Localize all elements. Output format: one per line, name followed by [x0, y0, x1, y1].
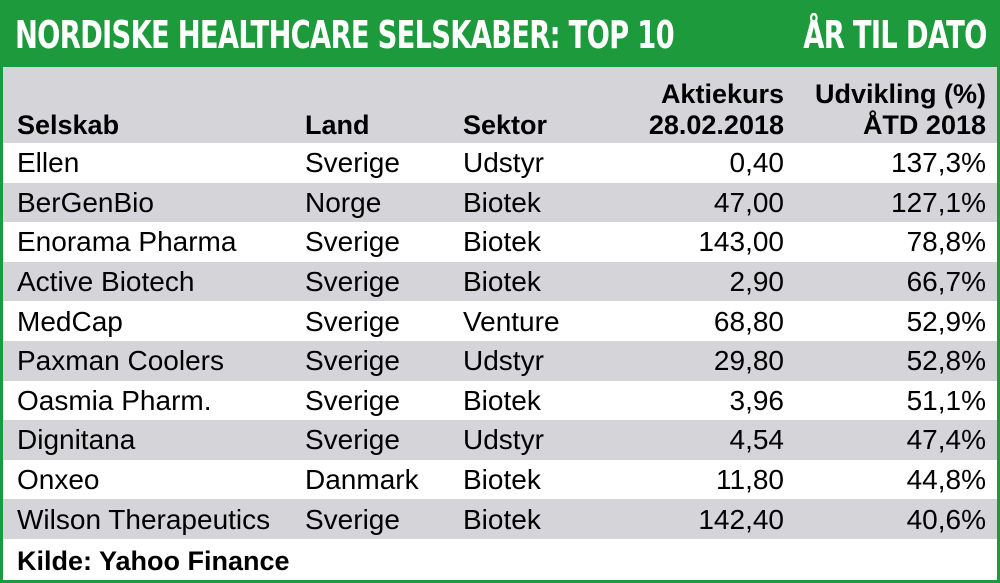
cell-price: 29,80 [713, 345, 784, 377]
column-header-change-line1: Udvikling (%) [814, 79, 986, 109]
cell-change: 47,4% [906, 424, 986, 456]
cell-name: BerGenBio [17, 186, 154, 218]
cell-price: 68,80 [713, 305, 784, 337]
cell-price: 47,00 [713, 186, 784, 218]
cell-price: 142,40 [698, 503, 784, 535]
cell-country: Sverige [305, 147, 400, 179]
title-banner: NORDISKE HEALTHCARE SELSKABER: TOP 10 ÅR… [3, 3, 997, 67]
table-row: MedCap Sverige Venture 68,80 52,9% [3, 301, 997, 341]
cell-sector: Udstyr [463, 345, 544, 377]
cell-price: 143,00 [698, 226, 784, 258]
column-header-change: Udvikling (%) ÅTD 2018 [786, 67, 997, 143]
column-header-price-line2: 28.02.2018 [648, 110, 784, 140]
cell-country: Sverige [305, 266, 400, 298]
source-note: Kilde: Yahoo Finance [17, 546, 290, 576]
column-header-change-line2: ÅTD 2018 [862, 110, 986, 140]
table-row: Dignitana Sverige Udstyr 4,54 47,4% [3, 420, 997, 460]
cell-country: Sverige [305, 226, 400, 258]
cell-country: Sverige [305, 345, 400, 377]
cell-sector: Venture [463, 305, 560, 337]
cell-change: 78,8% [906, 226, 986, 258]
cell-sector: Biotek [463, 266, 541, 298]
cell-price: 4,54 [729, 424, 785, 456]
cell-country: Sverige [305, 305, 400, 337]
cell-price: 0,40 [729, 147, 785, 179]
table-row: Onxeo Danmark Biotek 11,80 44,8% [3, 460, 997, 500]
cell-change: 52,8% [906, 345, 986, 377]
cell-name: Oasmia Pharm. [17, 384, 212, 416]
table-row: Active Biotech Sverige Biotek 2,90 66,7% [3, 261, 997, 302]
cell-name: Wilson Therapeutics [17, 503, 271, 535]
cell-sector: Biotek [463, 226, 541, 258]
cell-change: 52,9% [906, 305, 986, 337]
cell-change: 66,7% [906, 266, 986, 298]
period-label: ÅR TIL DATO [803, 13, 988, 57]
cell-country: Sverige [305, 503, 400, 535]
cell-name: MedCap [17, 305, 123, 337]
cell-name: Paxman Coolers [17, 345, 224, 377]
cell-price: 2,90 [729, 266, 785, 298]
column-header-price-line1: Aktiekurs [660, 79, 784, 109]
cell-price: 11,80 [716, 464, 784, 496]
cell-sector: Biotek [463, 186, 541, 218]
cell-change: 137,3% [891, 147, 986, 179]
cell-change: 51,1% [906, 384, 986, 416]
cell-price: 3,96 [729, 384, 785, 416]
cell-country: Danmark [305, 464, 419, 496]
table-row: BerGenBio Norge Biotek 47,00 127,1% [3, 182, 997, 223]
cell-name: Ellen [17, 147, 80, 179]
cell-sector: Udstyr [463, 424, 544, 456]
cell-change: 127,1% [891, 186, 986, 218]
cell-change: 40,6% [906, 503, 986, 535]
column-header-price: Aktiekurs 28.02.2018 [602, 67, 786, 143]
cell-sector: Biotek [463, 384, 541, 416]
table-row: Ellen Sverige Udstyr 0,40 137,3% [3, 143, 997, 183]
column-header-sector: Sektor [463, 110, 548, 140]
cell-change: 44,8% [906, 464, 986, 496]
table-row: Paxman Coolers Sverige Udstyr 29,80 52,8… [3, 340, 997, 381]
table-row: Enorama Pharma Sverige Biotek 143,00 78,… [3, 222, 997, 262]
cell-name: Onxeo [17, 464, 100, 496]
header-row: Selskab Land Sektor Aktiekurs 28.02.2018… [3, 67, 997, 143]
cell-sector: Udstyr [463, 147, 544, 179]
table-title: NORDISKE HEALTHCARE SELSKABER: TOP 10 [15, 13, 675, 57]
table-body: Ellen Sverige Udstyr 0,40 137,3% BerGenB… [3, 143, 997, 539]
column-header-name: Selskab [17, 110, 120, 140]
data-table: Selskab Land Sektor Aktiekurs 28.02.2018… [3, 67, 997, 539]
cell-country: Sverige [305, 424, 400, 456]
cell-name: Dignitana [17, 424, 136, 456]
cell-name: Active Biotech [17, 266, 195, 298]
table-row: Wilson Therapeutics Sverige Biotek 142,4… [3, 499, 997, 539]
cell-name: Enorama Pharma [17, 226, 237, 258]
table-row: Oasmia Pharm. Sverige Biotek 3,96 51,1% [3, 381, 997, 421]
cell-country: Norge [305, 186, 382, 218]
cell-sector: Biotek [463, 464, 541, 496]
cell-sector: Biotek [463, 503, 541, 535]
cell-country: Sverige [305, 384, 400, 416]
column-header-country: Land [305, 110, 370, 140]
